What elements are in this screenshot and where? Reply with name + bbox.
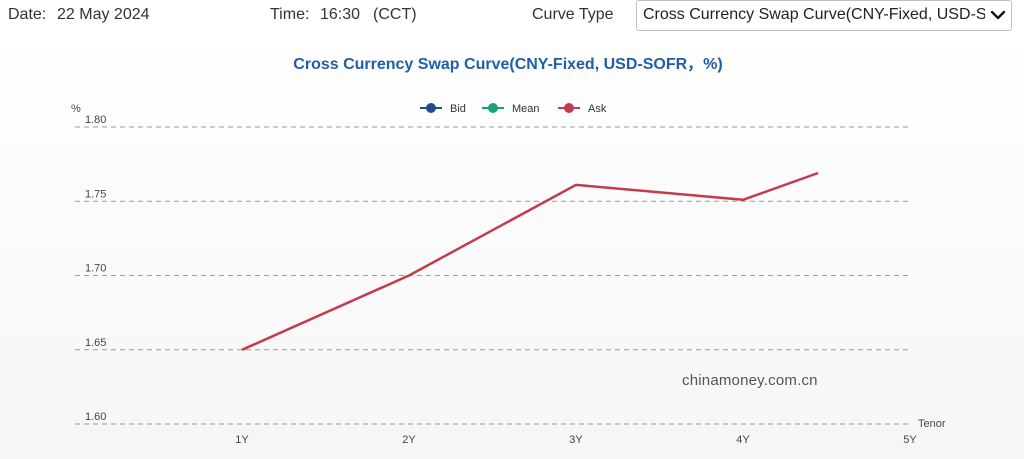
time-value: 16:30 [320, 6, 361, 23]
chevron-down-icon[interactable] [985, 1, 1011, 30]
legend-swatch-marker [488, 103, 498, 113]
legend-label-ask: Ask [588, 103, 607, 115]
legend-swatch-marker [426, 103, 436, 113]
x-tick-label: 1Y [235, 434, 249, 446]
chart-panel [0, 34, 1024, 459]
time-label: Time: [270, 6, 310, 23]
x-tick-label: 2Y [402, 434, 416, 446]
y-tick-label: 1.60 [85, 411, 106, 423]
curve-type-selected-value: Cross Currency Swap Curve(CNY-Fixed, USD… [643, 6, 1012, 23]
y-axis-label: % [71, 103, 81, 115]
y-tick-label: 1.70 [85, 263, 106, 275]
series-line-ask [241, 171, 819, 351]
y-tick-label: 1.65 [85, 337, 106, 349]
watermark: chinamoney.com.cn [682, 372, 818, 389]
y-tick-label: 1.80 [85, 114, 106, 126]
x-axis-label: Tenor [918, 418, 946, 430]
y-tick-label: 1.75 [85, 188, 106, 200]
x-tick-label: 3Y [569, 434, 583, 446]
x-tick-label: 4Y [736, 434, 750, 446]
chart-title: Cross Currency Swap Curve(CNY-Fixed, USD… [293, 56, 723, 73]
curve-type-label: Curve Type [532, 6, 614, 23]
x-tick-label: 5Y [903, 434, 917, 446]
top-toolbar: Date: 22 May 2024 Time: 16:30 (CCT) Curv… [0, 0, 1024, 34]
legend-swatch-marker [564, 103, 574, 113]
timezone-label: (CCT) [373, 6, 417, 23]
date-value: 22 May 2024 [57, 6, 150, 23]
date-label: Date: [8, 6, 47, 23]
curve-type-select[interactable]: Cross Currency Swap Curve(CNY-Fixed, USD… [636, 0, 1012, 31]
legend-label-bid: Bid [450, 103, 466, 115]
legend-label-mean: Mean [512, 103, 540, 115]
